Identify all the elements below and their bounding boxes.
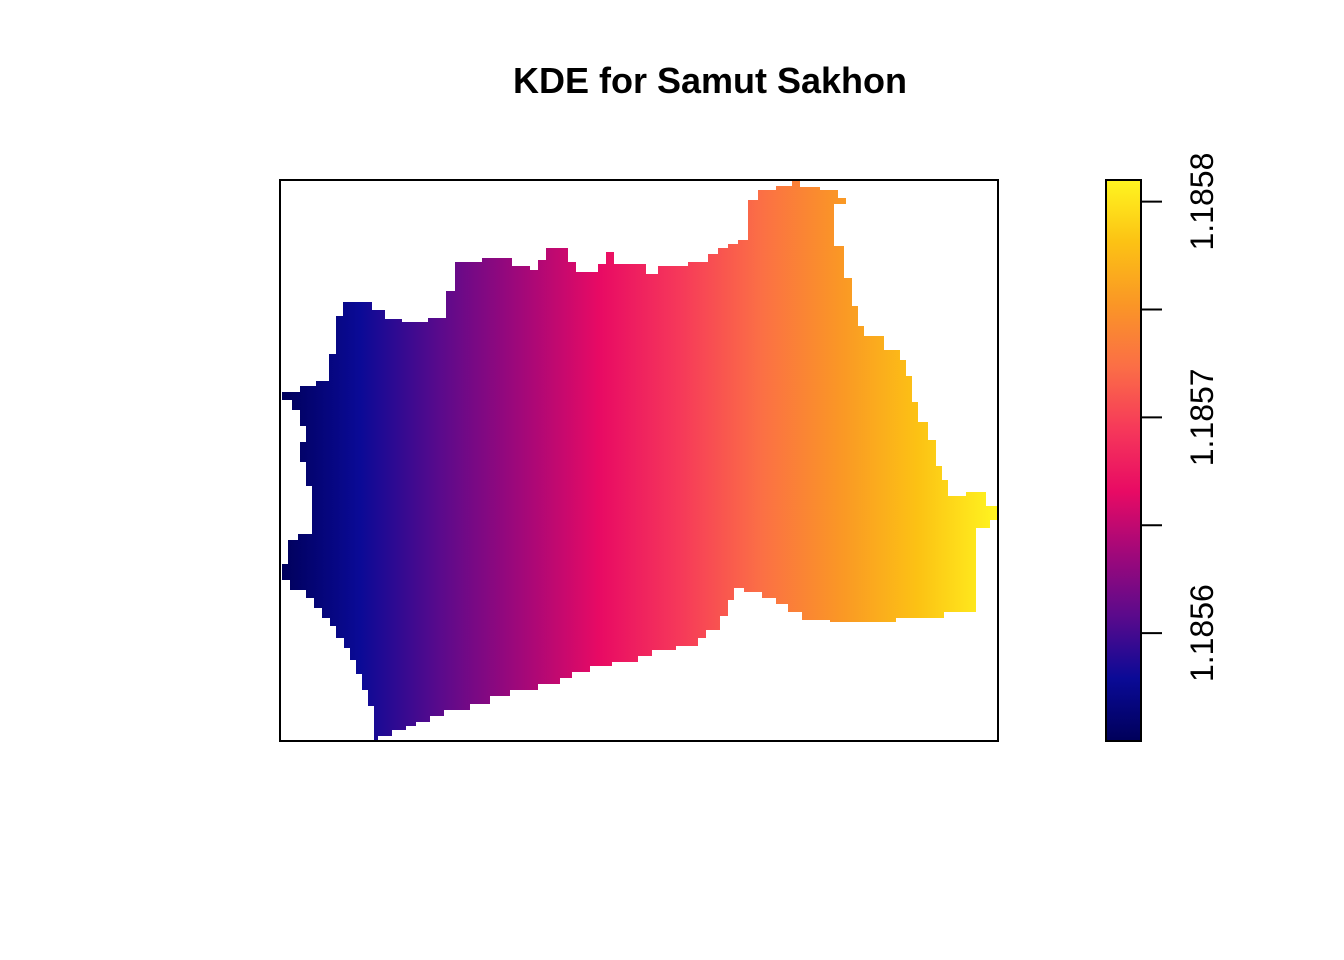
colorbar-fill	[1105, 179, 1142, 742]
colorbar-tick-label: 1.1858	[1184, 153, 1220, 251]
density-surface	[282, 180, 998, 741]
chart-title: KDE for Samut Sakhon	[513, 60, 907, 101]
plot-frame	[279, 179, 999, 742]
plot-area	[279, 179, 999, 742]
colorbar-axis: 1.1856 1.1857 1.1858	[1141, 153, 1220, 682]
colorbar-tick-label: 1.1857	[1184, 368, 1220, 466]
colorbar: 1.1856 1.1857 1.1858	[1105, 153, 1220, 742]
colorbar-tick-label: 1.1856	[1184, 584, 1220, 682]
